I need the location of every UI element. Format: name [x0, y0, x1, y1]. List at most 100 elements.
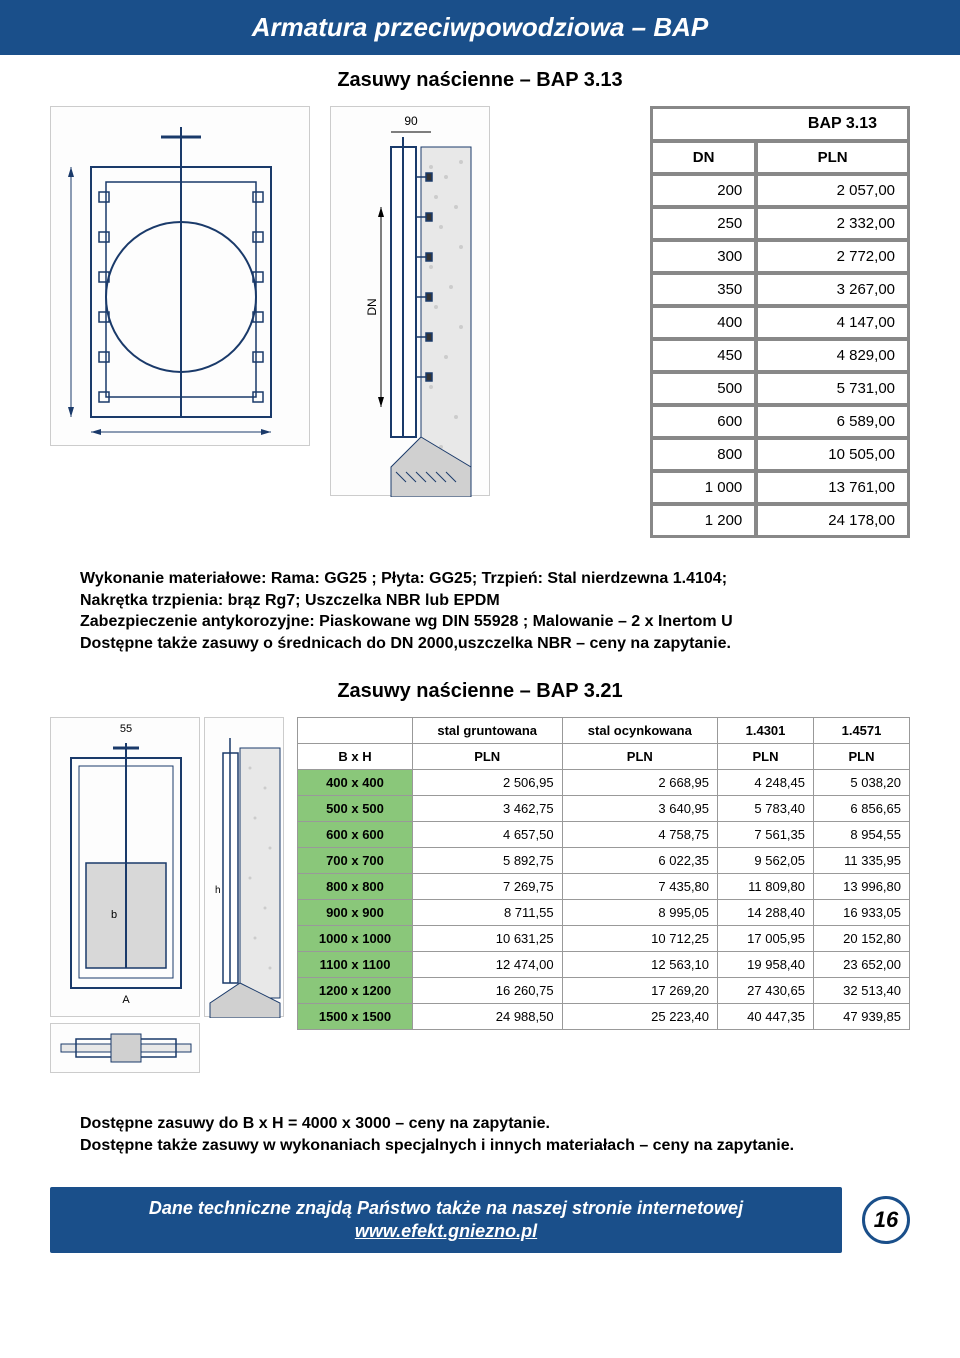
table-row: 4504 829,00 — [652, 340, 908, 371]
cell-pln: 6 589,00 — [757, 406, 908, 437]
cell-bxh: 600 x 600 — [298, 822, 412, 847]
t2-h3: 1.4301 — [718, 718, 813, 743]
cell-value: 7 269,75 — [413, 874, 562, 899]
page-title-bar: Armatura przeciwpowodziowa – BAP — [0, 0, 960, 55]
table1-col1: DN — [652, 142, 755, 173]
t2-u3: PLN — [718, 744, 813, 769]
cell-value: 24 988,50 — [413, 1004, 562, 1029]
desc2-l1: Dostępne zasuwy do B x H = 4000 x 3000 –… — [80, 1113, 900, 1135]
cell-value: 23 652,00 — [814, 952, 909, 977]
cell-pln: 2 332,00 — [757, 208, 908, 239]
diagram-side-view: 90 — [330, 106, 490, 496]
cell-pln: 13 761,00 — [757, 472, 908, 503]
cell-dn: 1 000 — [652, 472, 755, 503]
table1-col2: PLN — [757, 142, 908, 173]
svg-text:55: 55 — [120, 723, 132, 735]
table-row: 600 x 6004 657,504 758,757 561,358 954,5… — [298, 822, 909, 847]
cell-value: 11 809,80 — [718, 874, 813, 899]
cell-value: 17 269,20 — [563, 978, 717, 1003]
cell-bxh: 1000 x 1000 — [298, 926, 412, 951]
table-row: 900 x 9008 711,558 995,0514 288,4016 933… — [298, 900, 909, 925]
cell-pln: 10 505,00 — [757, 439, 908, 470]
cell-bxh: 900 x 900 — [298, 900, 412, 925]
diagram2-bottom — [50, 1023, 200, 1073]
desc1-l1: Wykonanie materiałowe: Rama: GG25 ; Płyt… — [80, 568, 900, 590]
table-row: 800 x 8007 269,757 435,8011 809,8013 996… — [298, 874, 909, 899]
cell-dn: 500 — [652, 373, 755, 404]
table-row: 700 x 7005 892,756 022,359 562,0511 335,… — [298, 848, 909, 873]
cell-value: 20 152,80 — [814, 926, 909, 951]
cell-pln: 3 267,00 — [757, 274, 908, 305]
table-row: 500 x 5003 462,753 640,955 783,406 856,6… — [298, 796, 909, 821]
desc2-l2: Dostępne także zasuwy w wykonaniach spec… — [80, 1135, 900, 1157]
cell-value: 7 435,80 — [563, 874, 717, 899]
svg-text:b: b — [111, 909, 117, 921]
cell-value: 4 758,75 — [563, 822, 717, 847]
table-row: 1 20024 178,00 — [652, 505, 908, 536]
cell-value: 7 561,35 — [718, 822, 813, 847]
t2-bxh-label: B x H — [298, 744, 412, 769]
table-row: 1100 x 110012 474,0012 563,1019 958,4023… — [298, 952, 909, 977]
footer-line1: Dane techniczne znajdą Państwo także na … — [149, 1198, 743, 1218]
cell-value: 4 657,50 — [413, 822, 562, 847]
cell-pln: 2 772,00 — [757, 241, 908, 272]
diagram2-side: h — [204, 717, 284, 1017]
cell-value: 13 996,80 — [814, 874, 909, 899]
cell-dn: 400 — [652, 307, 755, 338]
cell-bxh: 1200 x 1200 — [298, 978, 412, 1003]
cell-value: 5 783,40 — [718, 796, 813, 821]
t2-h2: stal ocynkowana — [563, 718, 717, 743]
section1-subtitle: Zasuwy naścienne – BAP 3.13 — [0, 63, 960, 106]
desc1-l3: Zabezpieczenie antykorozyjne: Piaskowane… — [80, 611, 900, 633]
table-row: 3002 772,00 — [652, 241, 908, 272]
t2-blank — [298, 718, 412, 743]
price-table-bap321: stal gruntowana stal ocynkowana 1.4301 1… — [297, 717, 910, 1030]
cell-value: 47 939,85 — [814, 1004, 909, 1029]
cell-value: 6 022,35 — [563, 848, 717, 873]
description2: Dostępne zasuwy do B x H = 4000 x 3000 –… — [0, 1093, 960, 1186]
cell-value: 6 856,65 — [814, 796, 909, 821]
cell-dn: 350 — [652, 274, 755, 305]
cell-value: 14 288,40 — [718, 900, 813, 925]
page-number: 16 — [862, 1196, 910, 1244]
cell-value: 2 506,95 — [413, 770, 562, 795]
section2: 55 A b h — [0, 717, 960, 1093]
table-row: 4004 147,00 — [652, 307, 908, 338]
cell-pln: 24 178,00 — [757, 505, 908, 536]
cell-value: 2 668,95 — [563, 770, 717, 795]
table-row: 5005 731,00 — [652, 373, 908, 404]
cell-value: 8 711,55 — [413, 900, 562, 925]
table-row: 6006 589,00 — [652, 406, 908, 437]
t2-u4: PLN — [814, 744, 909, 769]
page-title: Armatura przeciwpowodziowa – BAP — [252, 12, 709, 42]
description1: Wykonanie materiałowe: Rama: GG25 ; Płyt… — [0, 558, 960, 674]
cell-bxh: 1500 x 1500 — [298, 1004, 412, 1029]
cell-value: 12 474,00 — [413, 952, 562, 977]
table-row: 1200 x 120016 260,7517 269,2027 430,6532… — [298, 978, 909, 1003]
cell-dn: 200 — [652, 175, 755, 206]
footer-bar: Dane techniczne znajdą Państwo także na … — [50, 1187, 842, 1254]
section1: 90 — [0, 106, 960, 558]
table-row: 80010 505,00 — [652, 439, 908, 470]
cell-pln: 2 057,00 — [757, 175, 908, 206]
cell-dn: 450 — [652, 340, 755, 371]
cell-bxh: 400 x 400 — [298, 770, 412, 795]
desc1-l4: Dostępne także zasuwy o średnicach do DN… — [80, 633, 900, 655]
table-row: 2502 332,00 — [652, 208, 908, 239]
cell-value: 5 038,20 — [814, 770, 909, 795]
footer-url: www.efekt.gniezno.pl — [355, 1221, 537, 1241]
table-row: 2002 057,00 — [652, 175, 908, 206]
cell-value: 25 223,40 — [563, 1004, 717, 1029]
table-row: 1 00013 761,00 — [652, 472, 908, 503]
svg-text:A: A — [122, 994, 130, 1006]
cell-value: 8 954,55 — [814, 822, 909, 847]
cell-bxh: 1100 x 1100 — [298, 952, 412, 977]
cell-value: 11 335,95 — [814, 848, 909, 873]
cell-value: 5 892,75 — [413, 848, 562, 873]
cell-dn: 800 — [652, 439, 755, 470]
cell-dn: 300 — [652, 241, 755, 272]
cell-pln: 5 731,00 — [757, 373, 908, 404]
cell-value: 4 248,45 — [718, 770, 813, 795]
cell-value: 10 631,25 — [413, 926, 562, 951]
t2-h4: 1.4571 — [814, 718, 909, 743]
